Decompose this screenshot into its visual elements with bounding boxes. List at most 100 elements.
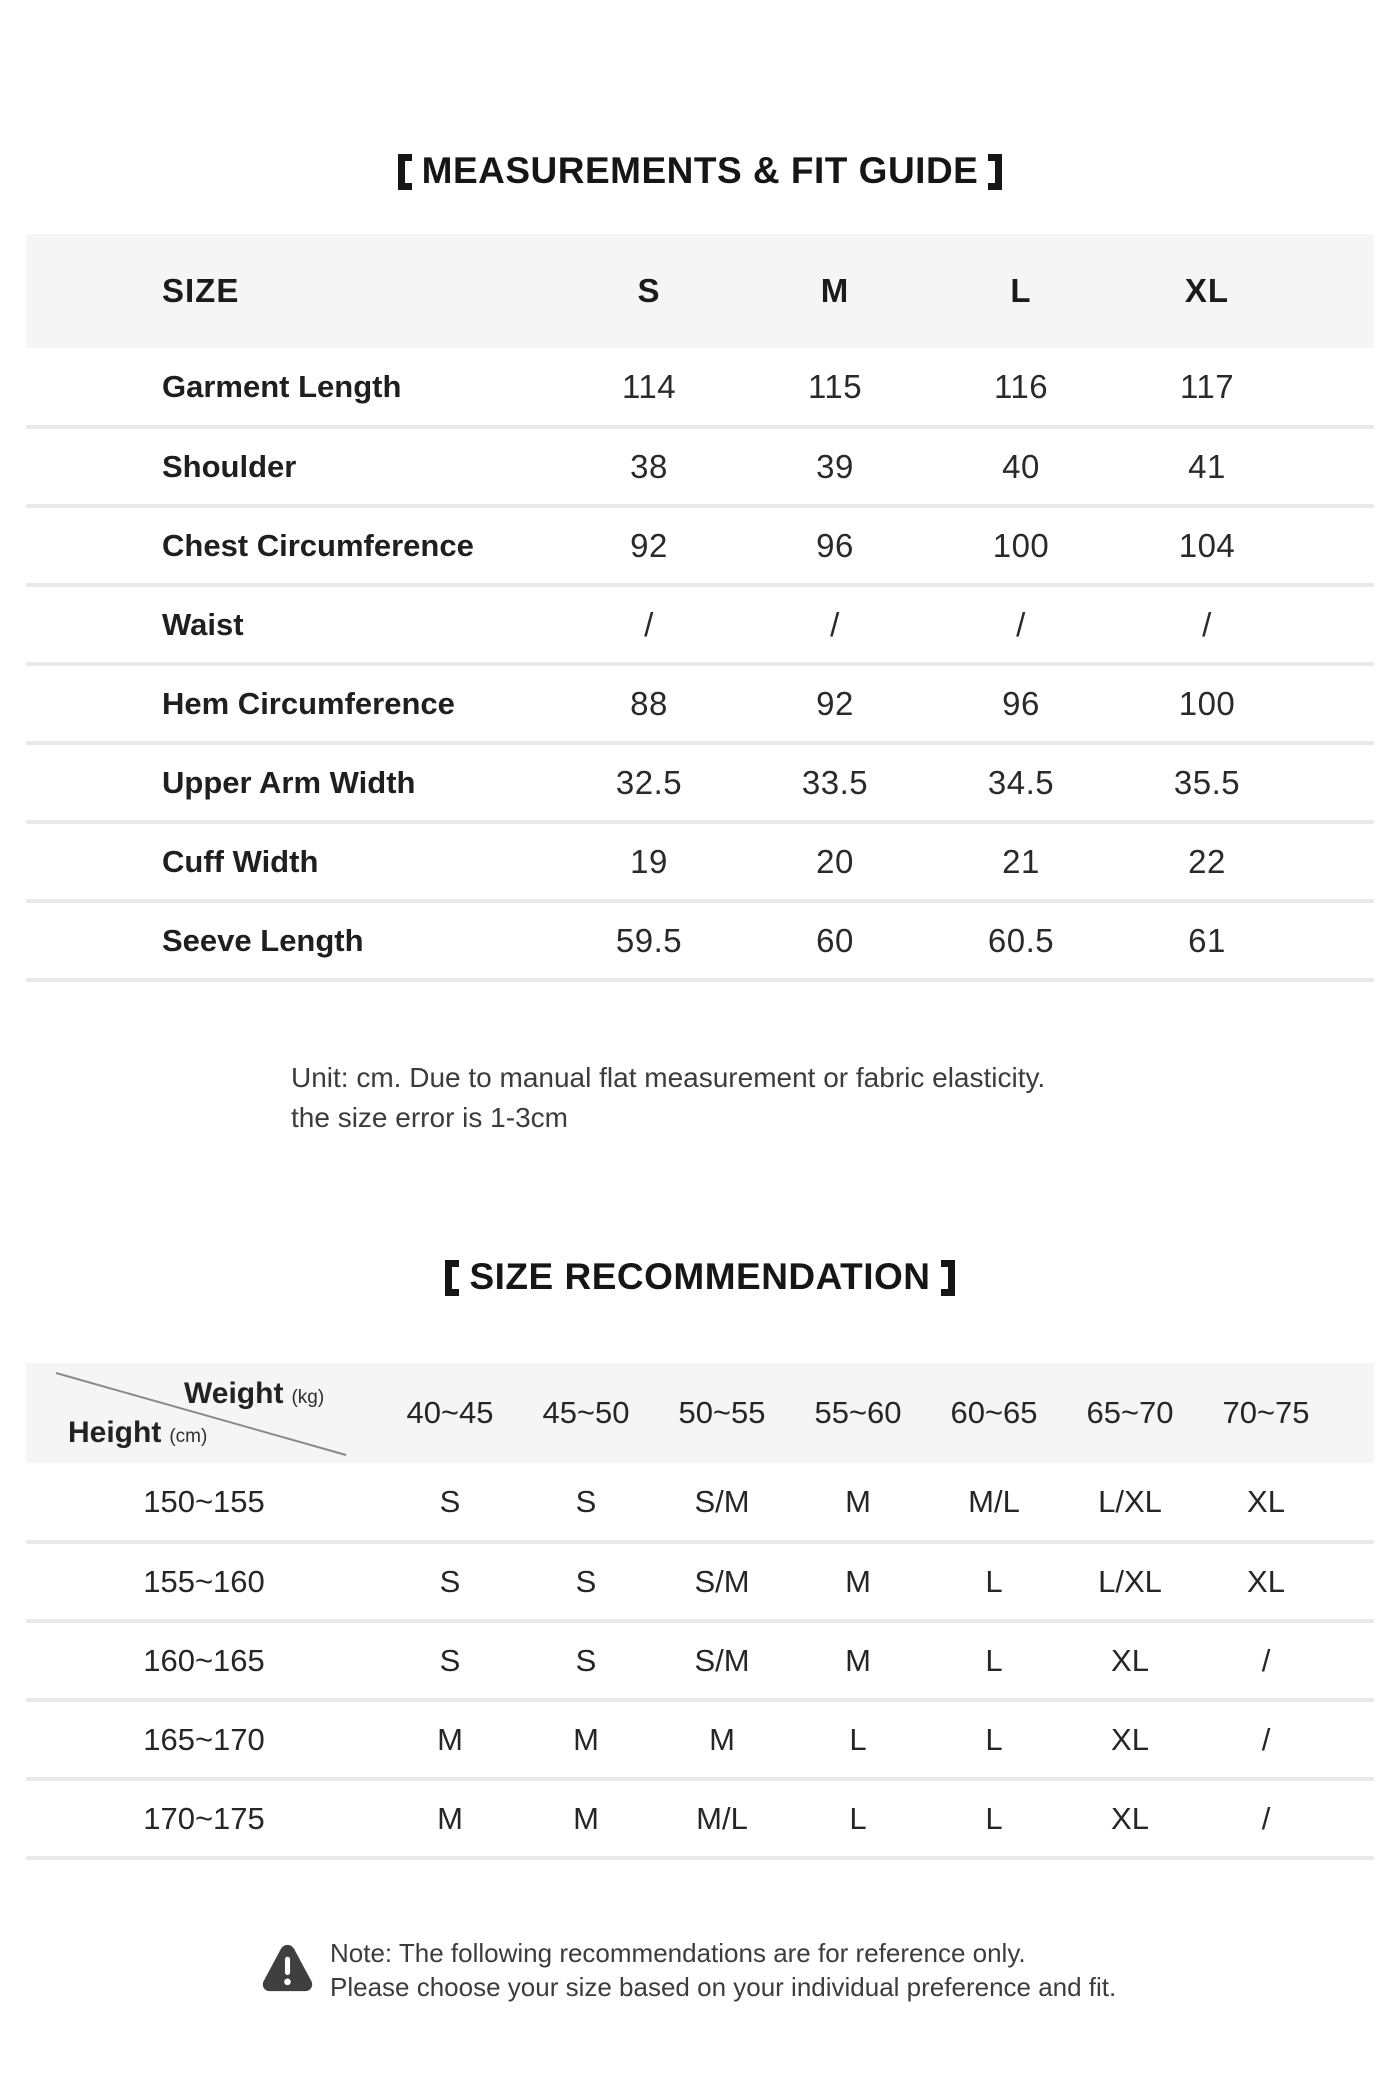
height-range-label: 170~175 (26, 1779, 382, 1860)
row-spacer (1300, 585, 1374, 666)
cell-value: / (1114, 585, 1300, 666)
size-cell: L (926, 1700, 1062, 1781)
cell-value: 40 (928, 427, 1114, 508)
size-cell: M/L (654, 1779, 790, 1860)
weight-column-header: 50~55 (654, 1363, 790, 1463)
row-spacer (1334, 1621, 1374, 1702)
size-cell: S/M (654, 1621, 790, 1702)
weight-axis-label: Weight (kg) (184, 1377, 324, 1411)
row-spacer (1300, 348, 1374, 429)
size-cell: XL (1062, 1779, 1198, 1860)
cell-value: / (928, 585, 1114, 666)
cell-value: 61 (1114, 901, 1300, 982)
cell-value: 19 (556, 822, 742, 903)
size-cell: S (382, 1542, 518, 1623)
size-cell: S/M (654, 1542, 790, 1623)
measurements-title: MEASUREMENTS & FIT GUIDE (0, 149, 1400, 193)
row-label: Chest Circumference (26, 506, 556, 587)
measurements-title-text: MEASUREMENTS & FIT GUIDE (421, 150, 979, 191)
cell-value: 34.5 (928, 743, 1114, 824)
size-cell: L (926, 1621, 1062, 1702)
cell-value: 60.5 (928, 901, 1114, 982)
size-cell: L (926, 1779, 1062, 1860)
header-spacer (1334, 1363, 1374, 1463)
size-cell: S (518, 1621, 654, 1702)
height-range-label: 160~165 (26, 1621, 382, 1702)
row-label: Seeve Length (26, 901, 556, 982)
cell-value: 96 (928, 664, 1114, 745)
table-row: Chest Circumference 92 96 100 104 (26, 506, 1374, 587)
column-header-xl: XL (1114, 234, 1300, 348)
height-unit: (cm) (169, 1426, 208, 1447)
row-spacer (1300, 427, 1374, 508)
row-label: Hem Circumference (26, 664, 556, 745)
cell-value: 114 (556, 348, 742, 429)
size-cell: M (654, 1700, 790, 1781)
cell-value: 21 (928, 822, 1114, 903)
size-cell: L/XL (1062, 1463, 1198, 1544)
size-cell: L/XL (1062, 1542, 1198, 1623)
table-row: Shoulder 38 39 40 41 (26, 427, 1374, 508)
measurements-table: SIZE S M L XL Garment Length 114 115 116… (26, 234, 1374, 982)
row-spacer (1300, 743, 1374, 824)
row-spacer (1300, 664, 1374, 745)
note-line: Note: The following recommendations are … (330, 1938, 1026, 1968)
right-bracket-shape (988, 154, 1003, 190)
recommendation-table-wrap: Weight (kg) Height (cm) 40~45 45~50 50~55 … (26, 1363, 1374, 1860)
column-header-m: M (742, 234, 928, 348)
height-axis-label: Height (cm) (68, 1416, 207, 1450)
row-label: Waist (26, 585, 556, 666)
size-cell: M/L (926, 1463, 1062, 1544)
weight-height-corner-cell: Weight (kg) Height (cm) (26, 1363, 382, 1463)
size-cell: L (926, 1542, 1062, 1623)
size-cell: S (382, 1621, 518, 1702)
note-line: the size error is 1-3cm (291, 1102, 568, 1133)
size-cell: S (518, 1542, 654, 1623)
table-row: 155~160 S S S/M M L L/XL XL (26, 1542, 1374, 1623)
cell-value: 117 (1114, 348, 1300, 429)
note-line: Unit: cm. Due to manual flat measurement… (291, 1062, 1046, 1093)
cell-value: 39 (742, 427, 928, 508)
column-header-s: S (556, 234, 742, 348)
cell-value: 35.5 (1114, 743, 1300, 824)
size-cell: XL (1062, 1621, 1198, 1702)
cell-value: 104 (1114, 506, 1300, 587)
table-row: Garment Length 114 115 116 117 (26, 348, 1374, 429)
size-recommendation-title-text: SIZE RECOMMENDATION (469, 1256, 931, 1297)
cell-value: 22 (1114, 822, 1300, 903)
size-cell: / (1198, 1621, 1334, 1702)
cell-value: 116 (928, 348, 1114, 429)
size-recommendation-title: SIZE RECOMMENDATION (0, 1255, 1400, 1299)
height-label: Height (68, 1416, 162, 1449)
cell-value: 115 (742, 348, 928, 429)
row-label: Upper Arm Width (26, 743, 556, 824)
size-cell: L (790, 1700, 926, 1781)
table-row: Seeve Length 59.5 60 60.5 61 (26, 901, 1374, 982)
left-bracket-shape (445, 1260, 460, 1296)
cell-value: 60 (742, 901, 928, 982)
height-range-label: 155~160 (26, 1542, 382, 1623)
size-cell: M (382, 1779, 518, 1860)
size-cell: / (1198, 1779, 1334, 1860)
size-cell: M (518, 1779, 654, 1860)
column-header-l: L (928, 234, 1114, 348)
table-row: 150~155 S S S/M M M/L L/XL XL (26, 1463, 1374, 1544)
cell-value: 33.5 (742, 743, 928, 824)
weight-label: Weight (184, 1377, 284, 1410)
cell-value: 88 (556, 664, 742, 745)
diagonal-line (55, 1372, 347, 1456)
table-row: Upper Arm Width 32.5 33.5 34.5 35.5 (26, 743, 1374, 824)
row-spacer (1334, 1463, 1374, 1544)
size-cell: S (382, 1463, 518, 1544)
row-spacer (1334, 1700, 1374, 1781)
size-cell: M (382, 1700, 518, 1781)
cell-value: / (742, 585, 928, 666)
measurement-note: Unit: cm. Due to manual flat measurement… (291, 1058, 1045, 1138)
weight-column-header: 55~60 (790, 1363, 926, 1463)
cell-value: 100 (1114, 664, 1300, 745)
cell-value: 100 (928, 506, 1114, 587)
table-row: 160~165 S S S/M M L XL / (26, 1621, 1374, 1702)
size-cell: XL (1062, 1700, 1198, 1781)
cell-value: 32.5 (556, 743, 742, 824)
